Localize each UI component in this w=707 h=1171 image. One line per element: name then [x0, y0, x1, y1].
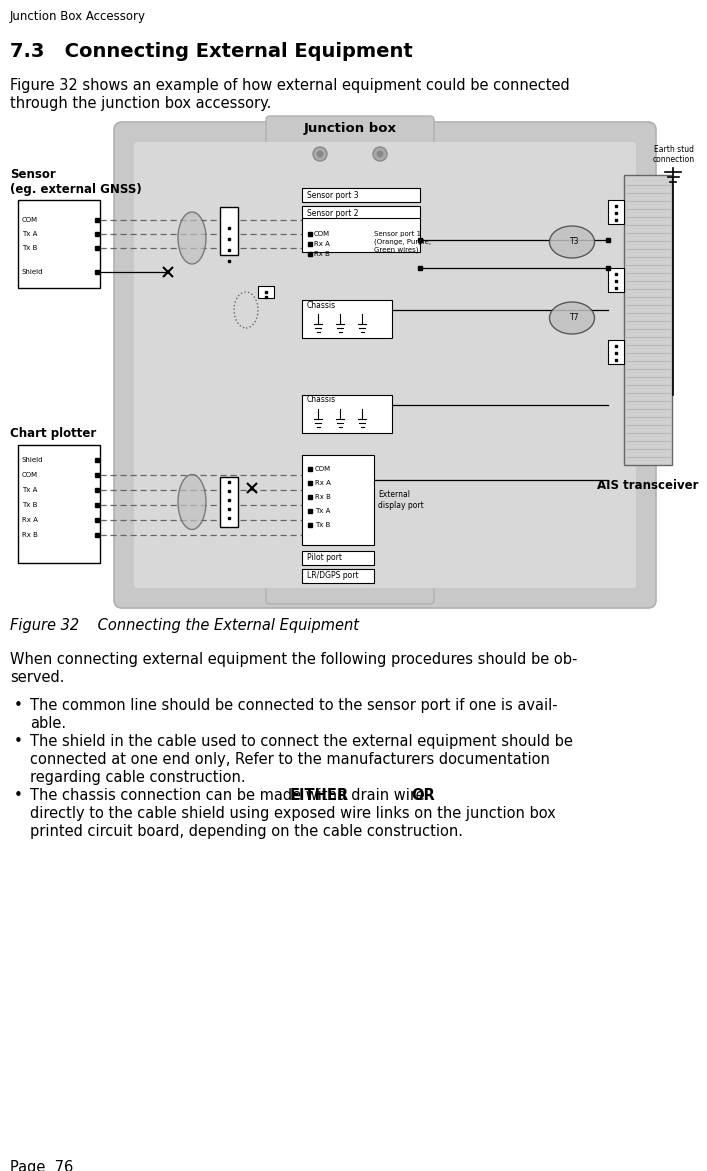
Bar [302, 206, 420, 220]
Text: Pilot port: Pilot port [307, 554, 342, 562]
FancyBboxPatch shape [266, 576, 434, 604]
Bar [302, 300, 392, 338]
Bar [302, 456, 374, 545]
Bar [302, 569, 374, 583]
Text: connected at one end only, Refer to the manufacturers documentation: connected at one end only, Refer to the … [30, 752, 550, 767]
Text: Tx A: Tx A [22, 487, 37, 493]
Text: Sensor port 2: Sensor port 2 [307, 208, 358, 218]
Text: T3: T3 [571, 238, 580, 247]
Ellipse shape [549, 302, 595, 334]
Text: Page  76: Page 76 [10, 1160, 74, 1171]
Text: printed circuit board, depending on the cable construction.: printed circuit board, depending on the … [30, 824, 463, 838]
Text: •: • [14, 734, 23, 749]
Text: Sensor port 1
(Orange, Purple,
Green wires): Sensor port 1 (Orange, Purple, Green wir… [374, 231, 431, 253]
Text: The shield in the cable used to connect the external equipment should be: The shield in the cable used to connect … [30, 734, 573, 749]
Text: Sensor port 3: Sensor port 3 [307, 191, 358, 199]
Text: Rx A: Rx A [314, 241, 330, 247]
Text: LR/DGPS port: LR/DGPS port [307, 571, 358, 581]
Text: The common line should be connected to the sensor port if one is avail-: The common line should be connected to t… [30, 698, 558, 713]
Text: through the junction box accessory.: through the junction box accessory. [10, 96, 271, 111]
Text: Tx B: Tx B [22, 502, 37, 508]
Text: served.: served. [10, 670, 64, 685]
Text: COM: COM [22, 472, 38, 478]
Text: T7: T7 [571, 314, 580, 322]
Text: Figure 32 shows an example of how external equipment could be connected: Figure 32 shows an example of how extern… [10, 78, 570, 93]
Text: Rx A: Rx A [22, 518, 38, 523]
Bar [302, 218, 420, 252]
Text: •: • [14, 788, 23, 803]
Text: External
display port: External display port [378, 489, 423, 511]
Text: Junction Box Accessory: Junction Box Accessory [10, 11, 146, 23]
Bar [220, 477, 238, 527]
Bar [608, 340, 624, 364]
Text: regarding cable construction.: regarding cable construction. [30, 771, 245, 785]
Text: When connecting external equipment the following procedures should be ob-: When connecting external equipment the f… [10, 652, 578, 667]
Text: Tx B: Tx B [22, 245, 37, 251]
Ellipse shape [178, 212, 206, 263]
Bar [624, 174, 672, 465]
Ellipse shape [549, 226, 595, 258]
Ellipse shape [313, 148, 327, 160]
Bar [220, 207, 238, 255]
Text: Chassis: Chassis [307, 301, 336, 309]
FancyBboxPatch shape [114, 122, 656, 608]
Text: Rx A: Rx A [315, 480, 331, 486]
Text: Junction box: Junction box [303, 122, 397, 135]
Bar [18, 200, 100, 288]
Ellipse shape [377, 151, 383, 158]
Text: a drain wire: a drain wire [333, 788, 429, 803]
Text: 7.3   Connecting External Equipment: 7.3 Connecting External Equipment [10, 42, 413, 61]
Text: Earth stud
connection: Earth stud connection [653, 145, 695, 164]
Ellipse shape [373, 148, 387, 160]
Text: AIS transceiver: AIS transceiver [597, 479, 699, 492]
Ellipse shape [178, 474, 206, 529]
Bar [302, 552, 374, 564]
Text: Rx B: Rx B [315, 494, 331, 500]
Text: Tx B: Tx B [315, 522, 330, 528]
Bar [302, 189, 420, 203]
Text: OR: OR [411, 788, 435, 803]
Text: COM: COM [315, 466, 331, 472]
Text: Chart plotter: Chart plotter [10, 427, 96, 440]
Text: •: • [14, 698, 23, 713]
Text: Rx B: Rx B [22, 532, 38, 537]
Text: Figure 32    Connecting the External Equipment: Figure 32 Connecting the External Equipm… [10, 618, 359, 634]
Bar [302, 395, 392, 433]
Text: Tx A: Tx A [22, 231, 37, 237]
Text: Rx B: Rx B [314, 251, 330, 256]
Text: directly to the cable shield using exposed wire links on the junction box: directly to the cable shield using expos… [30, 806, 556, 821]
FancyBboxPatch shape [266, 116, 434, 152]
FancyBboxPatch shape [134, 142, 636, 588]
Text: Sensor
(eg. external GNSS): Sensor (eg. external GNSS) [10, 167, 141, 196]
Bar [608, 200, 624, 224]
Text: COM: COM [22, 217, 38, 222]
Bar [258, 286, 274, 297]
Text: COM: COM [314, 231, 330, 237]
Bar [608, 268, 624, 292]
Text: EITHER: EITHER [290, 788, 349, 803]
Ellipse shape [317, 151, 324, 158]
Text: Shield: Shield [22, 457, 44, 463]
Text: able.: able. [30, 715, 66, 731]
Text: The chassis connection can be made with: The chassis connection can be made with [30, 788, 341, 803]
Text: Tx A: Tx A [315, 508, 330, 514]
Text: Chassis: Chassis [307, 396, 336, 404]
Bar [18, 445, 100, 563]
Text: Shield: Shield [22, 269, 44, 275]
